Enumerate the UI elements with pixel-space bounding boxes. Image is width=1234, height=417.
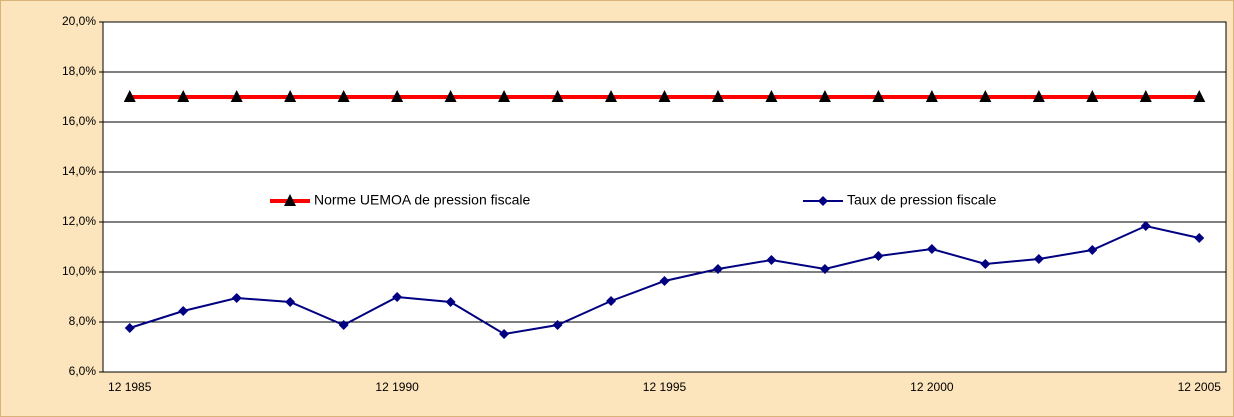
x-tick-label: 12 2000 — [910, 380, 954, 394]
marker — [818, 196, 828, 206]
marker — [659, 276, 670, 286]
y-tick-label: 8,0% — [69, 314, 97, 328]
x-tick-label: 12 1985 — [108, 380, 152, 394]
plot-area — [103, 22, 1226, 372]
y-tick-label: 14,0% — [62, 164, 96, 178]
marker — [1086, 90, 1099, 102]
marker — [499, 329, 510, 339]
marker — [498, 90, 511, 102]
y-tick-label: 6,0% — [69, 364, 97, 378]
legend-label: Norme UEMOA de pression fiscale — [314, 192, 531, 208]
marker — [925, 90, 938, 102]
marker — [552, 320, 563, 330]
marker — [124, 323, 135, 333]
marker — [392, 292, 403, 302]
marker — [1087, 245, 1098, 255]
marker — [872, 90, 885, 102]
marker — [766, 255, 777, 265]
marker — [123, 90, 136, 102]
marker — [391, 90, 404, 102]
marker — [765, 90, 778, 102]
marker — [819, 264, 830, 274]
legend-label: Taux de pression fiscale — [847, 192, 997, 208]
marker — [284, 90, 297, 102]
x-tick-label: 12 1995 — [643, 380, 687, 394]
marker — [1140, 221, 1151, 231]
marker — [711, 90, 724, 102]
x-tick-label: 12 1990 — [375, 380, 419, 394]
marker — [1033, 254, 1044, 264]
marker — [445, 297, 456, 307]
marker — [337, 90, 350, 102]
y-tick-label: 20,0% — [62, 14, 96, 28]
marker — [605, 90, 618, 102]
marker — [926, 244, 937, 254]
marker — [178, 306, 189, 316]
marker — [712, 264, 723, 274]
marker — [551, 90, 564, 102]
x-tick-label: 12 2005 — [1178, 380, 1222, 394]
marker — [979, 90, 992, 102]
y-tick-label: 10,0% — [62, 264, 96, 278]
marker — [980, 259, 991, 269]
marker — [658, 90, 671, 102]
marker — [338, 320, 349, 330]
marker — [873, 251, 884, 261]
y-tick-label: 16,0% — [62, 114, 96, 128]
marker — [284, 194, 296, 206]
marker — [230, 90, 243, 102]
marker — [606, 296, 617, 306]
marker — [1193, 90, 1206, 102]
marker — [177, 90, 190, 102]
marker — [444, 90, 457, 102]
plot-border — [102, 21, 1227, 373]
y-tick-label: 18,0% — [62, 64, 96, 78]
marker — [285, 297, 296, 307]
marker — [231, 293, 242, 303]
marker — [818, 90, 831, 102]
marker — [1194, 233, 1205, 243]
marker — [1139, 90, 1152, 102]
marker — [1032, 90, 1045, 102]
y-tick-label: 12,0% — [62, 214, 96, 228]
